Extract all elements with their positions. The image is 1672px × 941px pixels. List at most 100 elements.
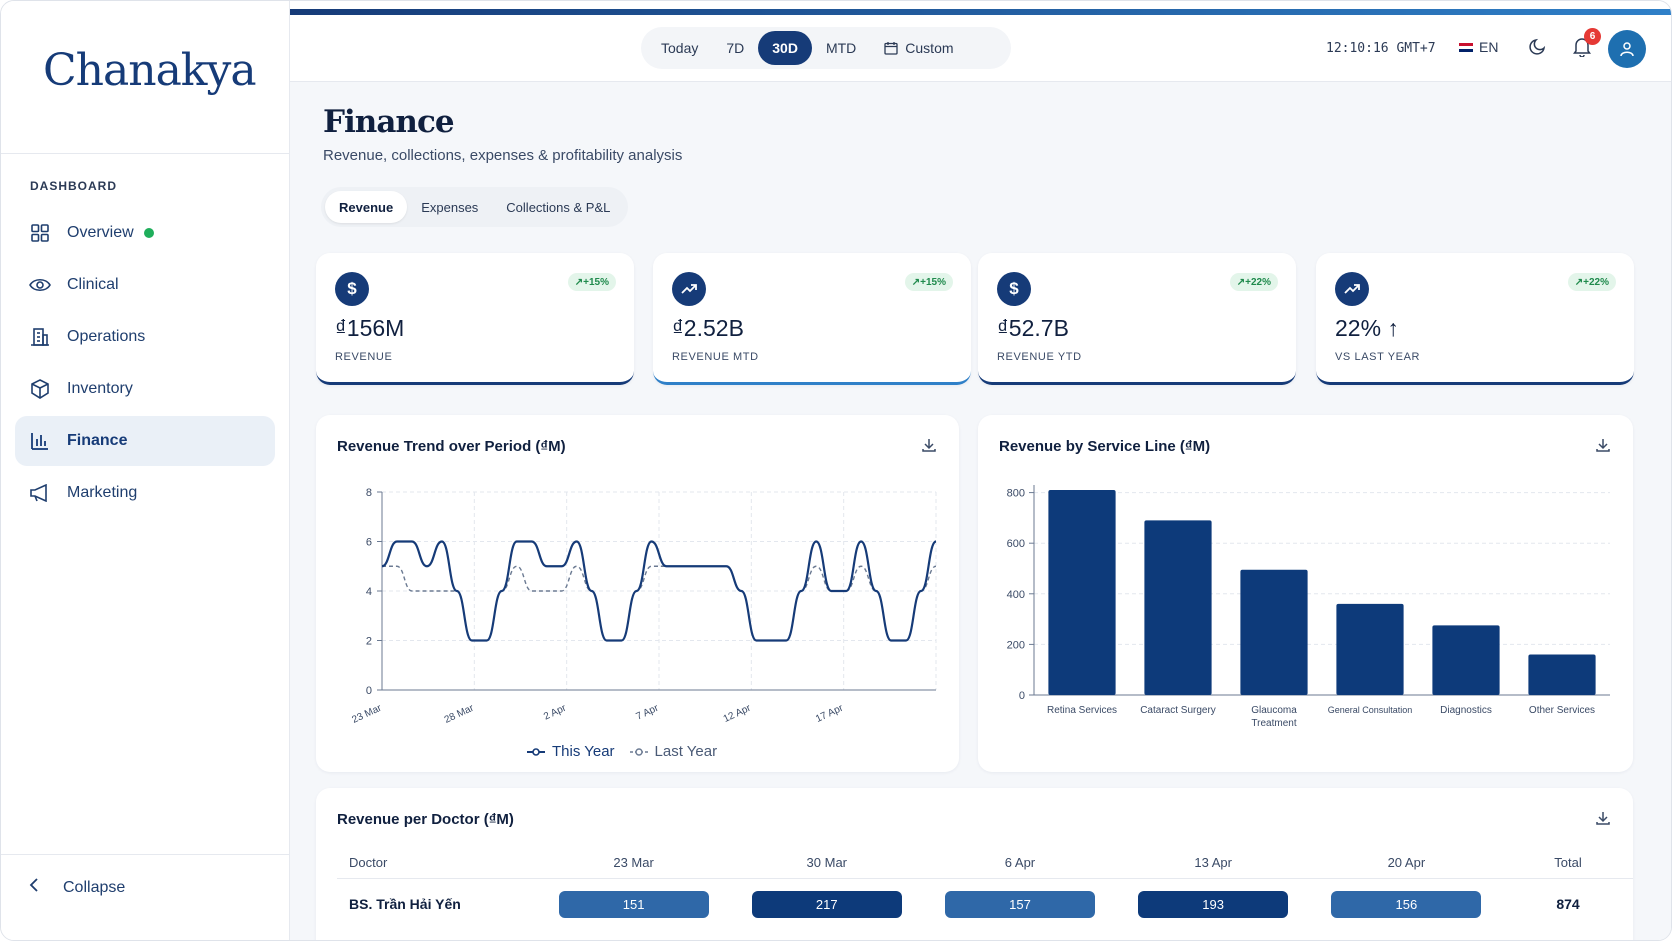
value-cell: 217 [730,878,923,930]
kpi-label: REVENUE YTD [997,351,1082,363]
value-pill: 217 [751,890,902,918]
value-pill: 156 [1331,890,1482,918]
tab-revenue[interactable]: Revenue [325,191,408,223]
collapse-button[interactable]: Collapse [29,877,125,898]
y-tick-label: 2 [366,636,372,648]
table-header-row: Doctor 23 Mar 30 Mar 6 Apr 13 Apr 20 Apr… [337,848,1633,879]
tab-bar: Revenue Expenses Collections & P&L [321,187,629,227]
download-icon[interactable] [921,437,937,458]
y-tick-label: 6 [366,537,372,549]
column-header[interactable]: Total [1503,848,1633,879]
x-tick-label: Diagnostics [1440,705,1492,716]
sidebar-divider [1,854,290,855]
value-pill: 193 [1138,890,1289,918]
y-tick-label: 4 [366,586,372,598]
range-mtd-button[interactable]: MTD [825,40,857,56]
table-row[interactable]: BS. Trần Hải Yến 151 217 157 193 156 874 [337,878,1633,930]
bar [1240,569,1308,695]
trend-value: +22% [1583,276,1609,288]
legend-item-last-year[interactable]: Last Year [629,743,717,760]
kpi-card-vs-last-year: ↗ +22% 22% ↑ VS LAST YEAR [1316,253,1634,385]
page-title: Finance [323,104,455,140]
chevron-left-icon [29,877,39,898]
range-7d-button[interactable]: 7D [726,40,745,56]
accent-bar [290,9,1671,15]
legend-line-dashed-icon [629,747,648,756]
legend-line-solid-icon [527,747,545,756]
logo[interactable]: Chanakya [43,45,257,96]
x-tick-label: 17 Apr [814,702,845,724]
x-tick-label: Glaucoma [1251,705,1297,716]
tab-collections-pl[interactable]: Collections & P&L [506,199,611,215]
moon-icon[interactable] [1529,37,1547,60]
sidebar-item-inventory[interactable]: Inventory [15,364,275,414]
x-tick-label: Retina Services [1047,705,1117,716]
range-today-button[interactable]: Today [661,40,699,56]
y-tick-label: 400 [1007,589,1025,601]
sidebar-item-label: Clinical [67,276,119,293]
sidebar-section-label: DASHBOARD [30,179,117,193]
range-30d-button[interactable]: 30D [758,31,812,65]
download-icon[interactable] [1595,437,1611,458]
building-icon [29,326,51,348]
legend-item-this-year[interactable]: This Year [526,743,615,760]
bar [1528,654,1596,695]
trending-up-icon [1335,272,1369,306]
x-tick-label: Cataract Surgery [1140,705,1216,716]
sidebar-item-clinical[interactable]: Clinical [15,260,275,310]
sidebar-item-overview[interactable]: Overview [15,208,275,258]
kpi-value: 22% ↑ [1335,315,1399,341]
column-header[interactable]: 23 Mar [537,848,731,879]
x-tick-label: 28 Mar [443,702,476,725]
bar [1048,490,1116,695]
service-line-card: Revenue by Service Line (₫M) 0 200 400 600 8… [978,415,1633,772]
range-custom-button[interactable]: Custom [870,31,967,65]
bar [1336,603,1404,695]
x-tick-label: Treatment [1251,718,1296,729]
bar-chart-icon [29,430,51,452]
download-icon[interactable] [1595,810,1611,831]
bar [1144,520,1212,695]
value-cell: 193 [1117,878,1310,930]
column-header[interactable]: 13 Apr [1116,848,1310,879]
page-subtitle: Revenue, collections, expenses & profita… [323,147,683,164]
revenue-trend-chart: 0 2 4 6 8 23 Mar 28 Mar 2 Apr 7 Apr 12 Apr 17 Apr [350,487,938,726]
column-header[interactable]: 6 Apr [923,848,1117,879]
sidebar-item-label: Marketing [67,484,138,501]
tab-expenses[interactable]: Expenses [421,199,479,215]
card-title: Revenue by Service Line (₫M) [999,438,1211,455]
trend-up-icon: ↗ [574,276,584,288]
value-cell: 156 [1310,878,1503,930]
sidebar-item-finance[interactable]: Finance [15,416,275,466]
avatar[interactable] [1608,30,1646,68]
series-line-this-year [381,540,938,642]
kpi-card-revenue-ytd: $ ↗ +22% ₫52.7B REVENUE YTD [978,253,1296,385]
trend-value: +22% [1245,276,1271,288]
sidebar-item-label: Inventory [67,380,133,397]
kpi-label: REVENUE [335,351,393,363]
range-custom-label: Custom [905,40,954,56]
language-selector[interactable]: EN [1459,39,1498,55]
doctor-name: BS. Trần Hải Yến [349,896,461,913]
total-cell: 874 [1556,896,1580,913]
value-pill: 157 [944,890,1095,918]
x-tick-label: 12 Apr [722,702,753,724]
trend-badge: ↗ +15% [567,273,616,291]
calendar-icon [884,41,898,55]
column-header[interactable]: Doctor [337,848,537,879]
notification-badge: 6 [1584,28,1601,45]
megaphone-icon [29,482,51,504]
column-header[interactable]: 30 Mar [730,848,924,879]
trend-value: +15% [920,276,946,288]
legend-label: This Year [552,743,615,760]
collapse-label: Collapse [63,878,126,896]
revenue-trend-card: Revenue Trend over Period (₫M) 0 2 4 6 8 23 M… [316,415,959,772]
trend-badge: ↗ +15% [904,273,953,291]
trend-badge: ↗ +22% [1229,273,1278,291]
y-tick-label: 200 [1007,639,1025,651]
x-tick-label: 2 Apr [542,702,568,722]
column-header[interactable]: 20 Apr [1309,848,1503,879]
sidebar-item-operations[interactable]: Operations [15,312,275,362]
sidebar-item-marketing[interactable]: Marketing [15,468,275,518]
